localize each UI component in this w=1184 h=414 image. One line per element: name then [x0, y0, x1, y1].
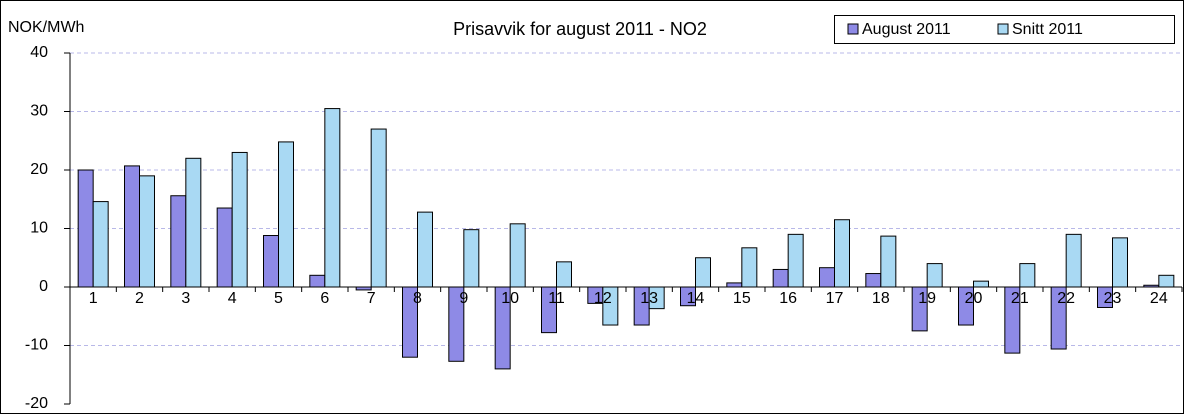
bar [1112, 237, 1128, 288]
x-tick-label: 23 [1104, 290, 1122, 307]
y-tick-label: -10 [25, 337, 48, 354]
bar [865, 273, 882, 288]
bar [1065, 233, 1082, 288]
bar [819, 267, 835, 288]
y-tick-label: 40 [30, 44, 48, 61]
x-tick-label: 15 [733, 290, 751, 307]
bar [509, 223, 526, 288]
x-tick-label: 12 [594, 290, 612, 307]
bar [278, 141, 294, 288]
bar [417, 211, 433, 288]
bar [787, 233, 804, 288]
bar [77, 169, 94, 288]
y-tick-label: 0 [39, 278, 48, 295]
bar [231, 151, 248, 288]
x-tick-label: 8 [413, 290, 422, 307]
legend-label: August 2011 [862, 21, 951, 38]
x-tick-label: 2 [135, 290, 144, 307]
x-tick-label: 9 [459, 290, 468, 307]
x-tick-label: 16 [779, 290, 797, 307]
bar [880, 235, 897, 288]
bar [463, 229, 480, 288]
bar [309, 274, 326, 288]
bar [324, 108, 341, 288]
x-tick-label: 13 [640, 290, 658, 307]
bar [834, 219, 850, 288]
y-tick-label: 10 [30, 220, 48, 237]
x-tick-label: 24 [1150, 290, 1168, 307]
y-axis-label: NOK/MWh [8, 19, 84, 36]
bar [556, 261, 572, 288]
bar [124, 165, 140, 288]
x-tick-label: 4 [228, 290, 237, 307]
legend-swatch [847, 23, 859, 35]
bar [92, 201, 109, 288]
y-tick-label: -20 [25, 395, 48, 412]
y-tick-label: 30 [30, 103, 48, 120]
bar [926, 263, 943, 288]
chart-title: Prisavvik for august 2011 - NO2 [453, 19, 707, 39]
x-tick-label: 14 [687, 290, 705, 307]
x-tick-label: 1 [89, 290, 98, 307]
x-tick-label: 5 [274, 290, 283, 307]
bar [1019, 263, 1036, 288]
bar [741, 247, 758, 288]
bar [1158, 274, 1175, 288]
bar [216, 207, 233, 288]
legend-label: Snitt 2011 [1012, 21, 1083, 38]
bar [370, 128, 387, 288]
bar [772, 268, 789, 288]
bar [973, 280, 989, 288]
x-tick-label: 18 [872, 290, 890, 307]
bar [726, 282, 743, 288]
x-tick-label: 11 [548, 290, 565, 307]
x-tick-label: 3 [181, 290, 190, 307]
bar [139, 175, 155, 288]
x-tick-label: 10 [501, 290, 519, 307]
x-tick-label: 7 [367, 290, 376, 307]
bar [695, 257, 711, 288]
bar [263, 235, 279, 288]
x-tick-label: 21 [1011, 290, 1029, 307]
bar [185, 157, 202, 288]
x-tick-label: 19 [918, 290, 936, 307]
legend-swatch [997, 23, 1009, 35]
x-tick-label: 6 [320, 290, 329, 307]
y-tick-label: 20 [30, 161, 48, 178]
x-tick-label: 17 [826, 290, 844, 307]
x-tick-label: 20 [965, 290, 983, 307]
bar [170, 195, 187, 288]
x-tick-label: 22 [1057, 290, 1075, 307]
